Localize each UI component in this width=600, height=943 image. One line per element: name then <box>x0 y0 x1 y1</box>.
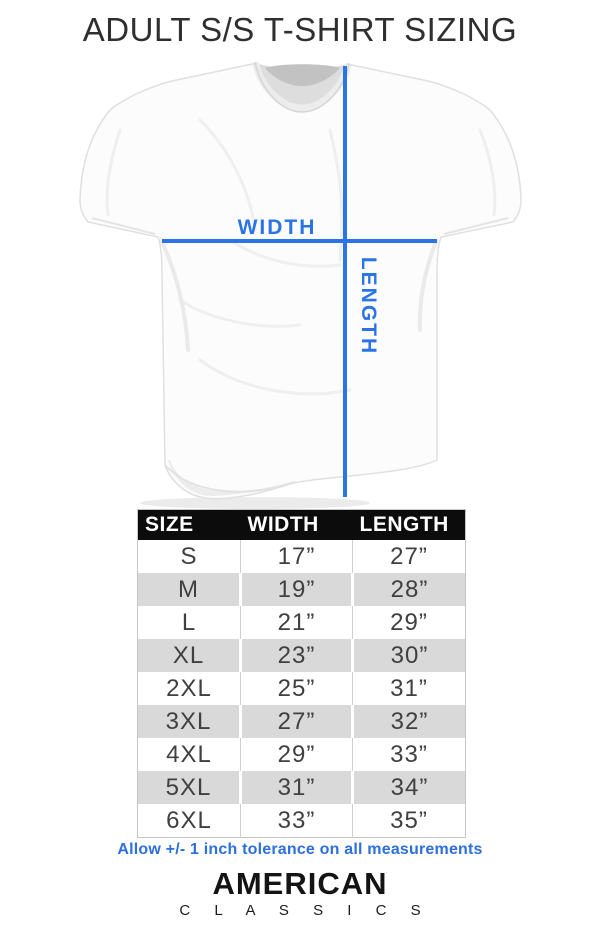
tshirt-diagram: WIDTH LENGTH <box>79 61 522 509</box>
table-cell: 3XL <box>165 707 212 735</box>
tshirt-graphic <box>79 61 522 500</box>
table-cell: 2XL <box>166 674 212 702</box>
shirt-shadow <box>140 497 370 509</box>
table-cell: 34” <box>351 771 466 804</box>
tolerance-note: Allow +/- 1 inch tolerance on all measur… <box>117 841 483 858</box>
length-label: LENGTH <box>357 257 380 355</box>
table-row: L 21” 29” <box>137 606 466 639</box>
column-header-size: SIZE <box>137 509 241 540</box>
table-cell: XL <box>172 641 205 669</box>
table-cell: 23” <box>239 639 353 672</box>
brand-subtitle: C L A S S I C S <box>179 901 431 919</box>
table-cell: 4XL <box>166 740 212 768</box>
table-cell: 30” <box>351 639 466 672</box>
page-title: ADULT S/S T-SHIRT SIZING <box>82 11 518 48</box>
table-cell: 27” <box>352 540 466 573</box>
table-cell: 29” <box>352 606 466 639</box>
table-cell: 25” <box>240 672 353 705</box>
table-cell: 6XL <box>166 806 212 834</box>
table-row: XL 23” 30” <box>137 639 466 672</box>
table-row: 5XL 31” 34” <box>137 771 466 804</box>
table-cell: L <box>181 608 197 636</box>
size-table: SIZE WIDTH LENGTH S 17” 27” M 19” 28” L 21” 29” X… <box>137 509 466 838</box>
table-row: 3XL 27” 32” <box>137 705 466 738</box>
table-cell: 27” <box>239 705 353 738</box>
table-cell: 31” <box>352 672 466 705</box>
table-cell: 21” <box>240 606 353 639</box>
table-cell: 29” <box>240 738 353 771</box>
table-row: 2XL 25” 31” <box>137 672 466 705</box>
table-cell: 17” <box>240 540 353 573</box>
table-cell: 5XL <box>165 773 212 801</box>
table-header-row: SIZE WIDTH LENGTH <box>137 509 466 540</box>
column-header-length: LENGTH <box>352 509 466 540</box>
table-row: 4XL 29” 33” <box>137 738 466 771</box>
table-row: 6XL 33” 35” <box>137 804 466 838</box>
column-header-width: WIDTH <box>240 509 353 540</box>
size-table-body: S 17” 27” M 19” 28” L 21” 29” XL 23” 30” 2XL 25” 31” 3X… <box>137 540 466 838</box>
table-cell: 19” <box>239 573 353 606</box>
table-cell: 33” <box>352 738 466 771</box>
brand-name: AMERICAN <box>212 866 388 901</box>
table-row: S 17” 27” <box>137 540 466 573</box>
width-label: WIDTH <box>238 216 317 239</box>
table-cell: 31” <box>239 771 353 804</box>
brand-logo: AMERICAN C L A S S I C S <box>0 866 600 920</box>
table-cell: 28” <box>351 573 466 606</box>
table-cell: 33” <box>240 804 353 838</box>
table-cell: S <box>180 542 198 570</box>
table-row: M 19” 28” <box>137 573 466 606</box>
table-cell: 32” <box>351 705 466 738</box>
table-cell: 35” <box>352 804 466 838</box>
table-cell: M <box>178 575 199 603</box>
